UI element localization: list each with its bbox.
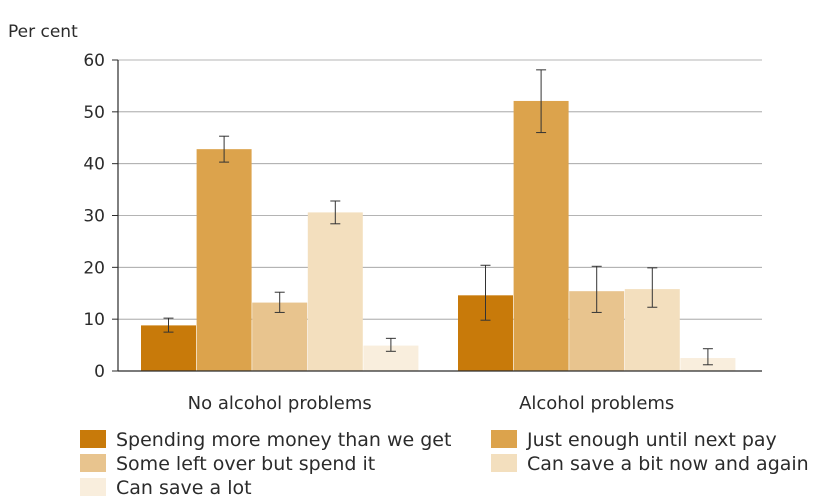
legend-label: Can save a bit now and again	[527, 453, 809, 475]
y-tick-label: 20	[83, 258, 105, 278]
legend-swatch	[80, 454, 106, 472]
y-tick-label: 60	[83, 51, 105, 71]
category-label: No alcohol problems	[188, 393, 372, 414]
legend-swatch	[491, 430, 517, 448]
error-bars	[163, 69, 713, 366]
bar	[513, 100, 569, 371]
axes	[112, 59, 762, 372]
legend-swatch	[80, 478, 106, 496]
legend: Spending more money than we get Just enou…	[80, 429, 809, 498]
legend-label: Just enough until next pay	[526, 429, 777, 451]
y-tick-label: 0	[94, 362, 105, 382]
y-tick-label: 30	[83, 207, 105, 227]
bar	[252, 302, 308, 371]
y-tick-label: 10	[83, 310, 105, 330]
y-tick-label: 50	[83, 103, 105, 123]
legend-label: Spending more money than we get	[116, 429, 451, 451]
category-label: Alcohol problems	[519, 393, 674, 414]
legend-label: Some left over but spend it	[116, 453, 375, 475]
legend-label: Can save a lot	[116, 477, 252, 498]
bar	[141, 325, 196, 371]
legend-swatch	[80, 430, 106, 448]
y-tick-labels: 0 10 20 30 40 50 60	[83, 51, 105, 382]
legend-swatch	[491, 454, 517, 472]
category-labels: No alcohol problems Alcohol problems	[188, 393, 675, 414]
y-axis-label: Per cent	[8, 22, 78, 42]
y-tick-label: 40	[83, 155, 105, 175]
bar	[307, 212, 363, 371]
bar	[196, 149, 252, 371]
bars	[141, 100, 736, 371]
